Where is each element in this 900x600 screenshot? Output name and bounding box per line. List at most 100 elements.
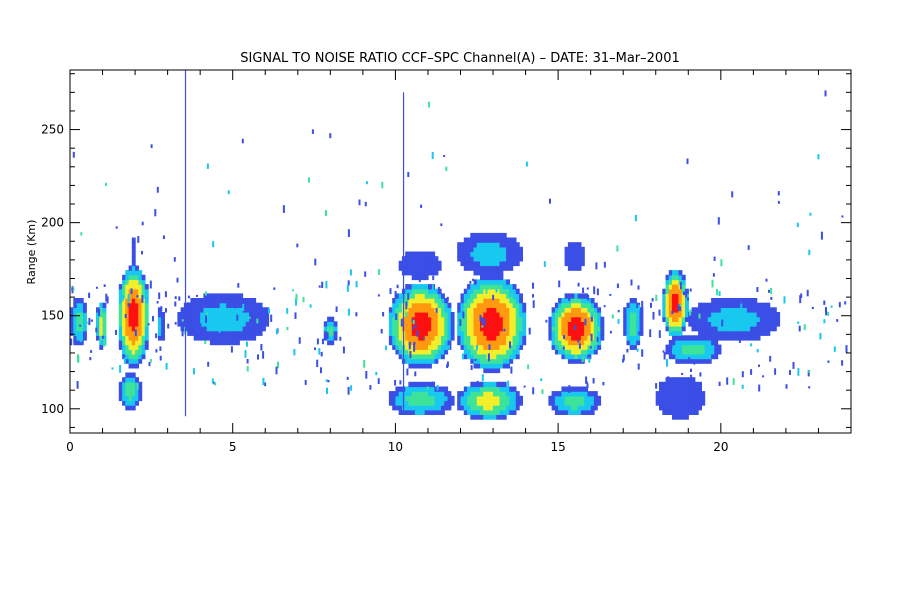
noise-speckle bbox=[181, 319, 184, 322]
heatmap-cell bbox=[766, 326, 771, 332]
noise-speckle bbox=[74, 305, 77, 308]
heatmap-cell bbox=[141, 349, 146, 355]
heatmap-cell bbox=[600, 316, 605, 322]
heatmap-cell bbox=[447, 321, 452, 327]
heatmap-cell bbox=[577, 405, 582, 411]
heatmap-cell bbox=[405, 265, 410, 271]
heatmap-cell bbox=[467, 353, 471, 360]
heatmap-cell bbox=[144, 339, 149, 346]
heatmap-cell bbox=[489, 242, 494, 248]
noise-speckle bbox=[89, 357, 92, 361]
heatmap-cell bbox=[480, 265, 484, 271]
heatmap-cell bbox=[447, 391, 452, 397]
heatmap-cell bbox=[480, 270, 484, 276]
heatmap-cell bbox=[685, 339, 689, 346]
heatmap-cell bbox=[161, 321, 165, 327]
heatmap-cell bbox=[502, 335, 507, 341]
noise-speckle bbox=[699, 372, 702, 377]
heatmap-cell bbox=[675, 353, 680, 360]
heatmap-cell bbox=[746, 321, 751, 327]
heatmap-cell bbox=[701, 344, 706, 350]
heatmap-cell bbox=[662, 288, 667, 294]
heatmap-cell bbox=[678, 344, 683, 350]
heatmap-cell bbox=[444, 307, 449, 313]
noise-speckle bbox=[385, 345, 388, 351]
heatmap-cell bbox=[222, 312, 227, 318]
heatmap-cell bbox=[672, 339, 676, 346]
heatmap-cell bbox=[144, 344, 149, 350]
heatmap-cell bbox=[437, 260, 442, 267]
heatmap-cell bbox=[571, 395, 575, 402]
heatmap-cell bbox=[216, 321, 221, 327]
heatmap-cell bbox=[138, 349, 143, 355]
heatmap-cell bbox=[593, 344, 598, 350]
heatmap-cell bbox=[675, 293, 680, 299]
heatmap-cell bbox=[411, 251, 416, 257]
heatmap-cell bbox=[486, 381, 491, 388]
noise-speckle bbox=[588, 357, 591, 363]
heatmap-cell bbox=[411, 298, 416, 304]
heatmap-cell bbox=[551, 405, 556, 411]
noise-speckle bbox=[731, 191, 734, 198]
heatmap-cell bbox=[209, 312, 214, 318]
heatmap-cell bbox=[255, 326, 260, 332]
heatmap-cell bbox=[245, 321, 250, 327]
heatmap-cell bbox=[675, 377, 680, 383]
heatmap-cell bbox=[463, 344, 468, 350]
noise-speckle bbox=[218, 326, 221, 333]
heatmap-cell bbox=[499, 298, 504, 304]
heatmap-cell bbox=[424, 270, 429, 276]
heatmap-cell bbox=[493, 353, 497, 360]
heatmap-cell bbox=[701, 321, 706, 327]
noise-speckle bbox=[257, 354, 259, 360]
heatmap-cell bbox=[750, 298, 754, 304]
heatmap-cell bbox=[473, 312, 478, 318]
heatmap-cell bbox=[102, 326, 107, 332]
heatmap-cell bbox=[122, 302, 126, 308]
heatmap-cell bbox=[593, 395, 598, 402]
heatmap-cell bbox=[206, 316, 211, 322]
heatmap-cell bbox=[444, 312, 449, 318]
heatmap-cell bbox=[493, 256, 497, 262]
heatmap-cell bbox=[486, 298, 491, 304]
heatmap-cell bbox=[561, 339, 566, 346]
heatmap-cell bbox=[398, 339, 403, 346]
heatmap-cell bbox=[512, 316, 517, 322]
heatmap-cell bbox=[515, 288, 520, 294]
heatmap-cell bbox=[411, 335, 416, 341]
heatmap-cell bbox=[418, 298, 423, 304]
heatmap-cell bbox=[519, 307, 523, 313]
heatmap-cell bbox=[395, 330, 400, 336]
heatmap-cell bbox=[405, 251, 410, 257]
heatmap-cell bbox=[408, 381, 413, 388]
heatmap-cell bbox=[662, 312, 667, 318]
heatmap-cell bbox=[125, 293, 130, 299]
heatmap-cell bbox=[515, 246, 520, 253]
heatmap-cell bbox=[519, 335, 523, 341]
heatmap-cell bbox=[476, 400, 481, 406]
heatmap-cell bbox=[636, 326, 641, 332]
heatmap-cell bbox=[577, 391, 582, 397]
noise-speckle bbox=[130, 288, 133, 295]
heatmap-cell bbox=[509, 386, 514, 392]
heatmap-cell bbox=[567, 265, 572, 271]
heatmap-cell bbox=[428, 400, 432, 406]
heatmap-cell bbox=[131, 363, 136, 369]
heatmap-cell bbox=[704, 302, 709, 308]
noise-speckle bbox=[461, 353, 464, 360]
heatmap-cell bbox=[118, 298, 123, 304]
heatmap-cell bbox=[437, 339, 442, 346]
heatmap-cell bbox=[79, 298, 84, 304]
noise-speckle bbox=[316, 359, 319, 367]
heatmap-cell bbox=[681, 302, 686, 308]
noise-speckle bbox=[309, 304, 312, 308]
noise-speckle bbox=[206, 312, 208, 315]
heatmap-cell bbox=[561, 391, 566, 397]
heatmap-cell bbox=[499, 353, 504, 360]
noise-speckle bbox=[590, 316, 593, 322]
heatmap-cell bbox=[258, 316, 263, 322]
heatmap-cell bbox=[437, 302, 442, 308]
heatmap-cell bbox=[519, 395, 523, 402]
noise-speckle bbox=[214, 382, 217, 386]
heatmap-cell bbox=[460, 339, 465, 346]
